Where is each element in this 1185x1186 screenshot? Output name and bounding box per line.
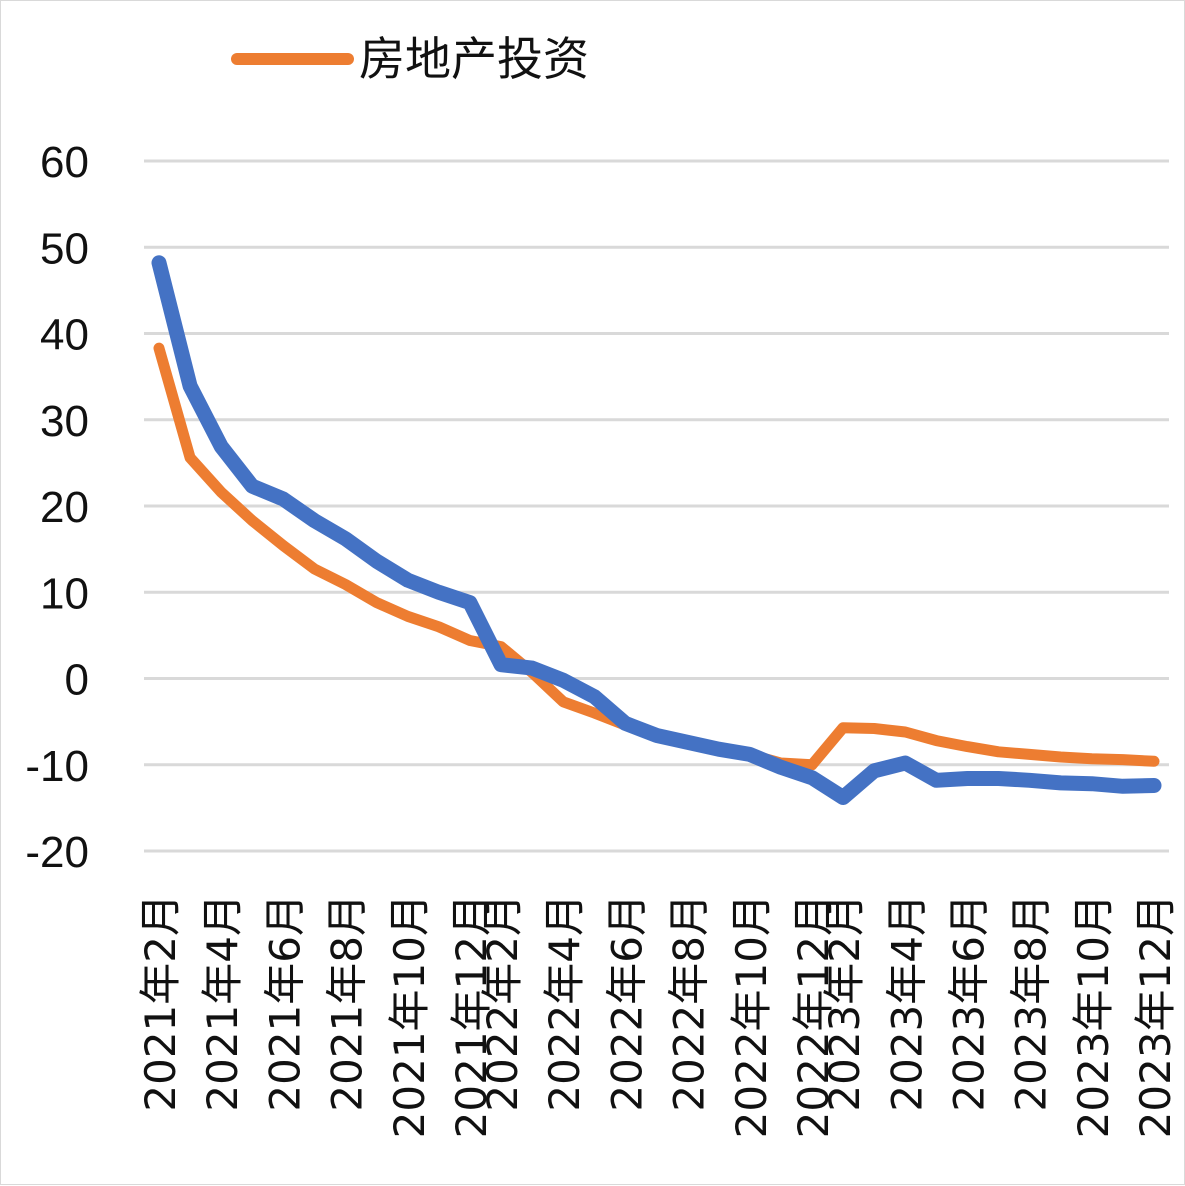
series-lines xyxy=(151,255,1162,805)
legend: 房地产投资 xyxy=(231,32,589,86)
x-tick-label: 2023年12月 xyxy=(1131,894,1180,1138)
gridlines xyxy=(144,159,1169,853)
y-tick-label: 20 xyxy=(40,483,89,532)
y-tick-label: -20 xyxy=(25,828,89,877)
x-tick-label: 2022年2月 xyxy=(478,894,527,1112)
x-tick-label: 2021年10月 xyxy=(385,894,434,1138)
x-tick-label: 2023年8月 xyxy=(1007,894,1056,1112)
series-line-2 xyxy=(151,255,1162,805)
x-tick-label: 2021年12月 xyxy=(447,894,496,1138)
x-tick-label: 2021年8月 xyxy=(323,894,372,1112)
y-tick-label: 40 xyxy=(40,311,89,360)
x-tick-label: 2022年6月 xyxy=(602,894,651,1112)
y-tick-label: -10 xyxy=(25,742,89,791)
x-tick-label: 2021年6月 xyxy=(260,894,309,1112)
x-tick-label: 2022年8月 xyxy=(665,894,714,1112)
y-tick-label: 50 xyxy=(40,224,89,273)
x-tick-label: 2022年10月 xyxy=(727,894,776,1138)
x-tick-label: 2022年12月 xyxy=(789,894,838,1138)
x-axis-tick-labels: 2021年2月 2021年4月 2021年6月 2021年8月 2021年10月 2021… xyxy=(136,894,1180,1138)
x-tick-label: 2023年6月 xyxy=(944,894,993,1112)
x-tick-label: 2023年10月 xyxy=(1069,894,1118,1138)
x-tick-label: 2021年2月 xyxy=(136,894,185,1112)
y-tick-label: 30 xyxy=(40,397,89,446)
y-tick-label: 0 xyxy=(65,656,89,705)
x-tick-label: 2023年2月 xyxy=(820,894,869,1112)
y-tick-label: 10 xyxy=(40,569,89,618)
x-tick-label: 2022年4月 xyxy=(540,894,589,1112)
y-tick-label: 60 xyxy=(40,138,89,187)
legend-label: 房地产投资 xyxy=(359,32,589,86)
y-axis-tick-labels: 60 50 40 30 20 10 0 -10 -20 xyxy=(25,138,89,877)
x-tick-label: 2023年4月 xyxy=(882,894,931,1112)
series-line-1 xyxy=(153,342,1160,771)
x-tick-label: 2021年4月 xyxy=(198,894,247,1112)
